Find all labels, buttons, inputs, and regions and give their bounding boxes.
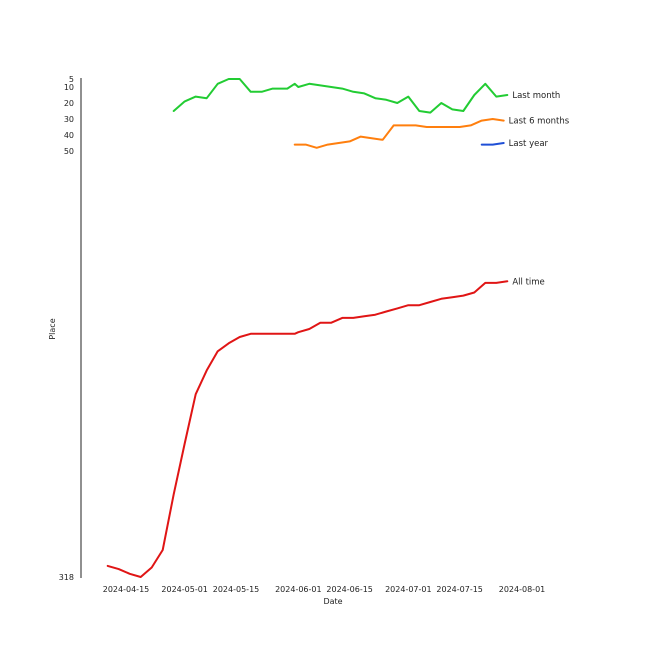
y-tick-label: 40	[64, 131, 74, 140]
x-tick-label: 2024-05-15	[213, 585, 260, 594]
x-tick-labels: 2024-04-15 2024-05-01 2024-05-15 2024-06-01…	[103, 585, 546, 594]
y-tick-label: 50	[64, 147, 74, 156]
series-label-all-time: All time	[512, 277, 544, 287]
series-line-last-year	[480, 142, 505, 146]
x-tick-label: 2024-06-01	[275, 585, 322, 594]
y-axis-label: Place	[48, 318, 57, 339]
y-tick-label: 10	[64, 83, 74, 92]
series-line-last-month	[172, 78, 509, 114]
y-tick-labels: 510 20 30 40 50 318	[59, 75, 74, 582]
x-tick-label: 2024-06-15	[326, 585, 373, 594]
x-tick-label: 2024-07-01	[385, 585, 432, 594]
x-tick-label: 2024-08-01	[499, 585, 546, 594]
series-line-all-time	[106, 280, 509, 578]
series-label-last-year: Last year	[509, 139, 549, 149]
y-tick-label: 5	[69, 75, 74, 84]
y-tick-label: 318	[59, 573, 74, 582]
x-tick-label: 2024-07-15	[436, 585, 483, 594]
x-tick-label: 2024-05-01	[161, 585, 208, 594]
y-tick-label: 20	[64, 99, 74, 108]
series-labels: Last month Last 6 months Last year All time	[509, 91, 570, 287]
series-label-last-month: Last month	[512, 91, 560, 101]
y-tick-label: 30	[64, 115, 74, 124]
series-line-last-6-months	[293, 118, 505, 149]
x-tick-label: 2024-04-15	[103, 585, 150, 594]
x-axis-label: Date	[323, 597, 342, 606]
series-lines	[106, 78, 509, 578]
series-label-last-6-months: Last 6 months	[509, 117, 570, 127]
